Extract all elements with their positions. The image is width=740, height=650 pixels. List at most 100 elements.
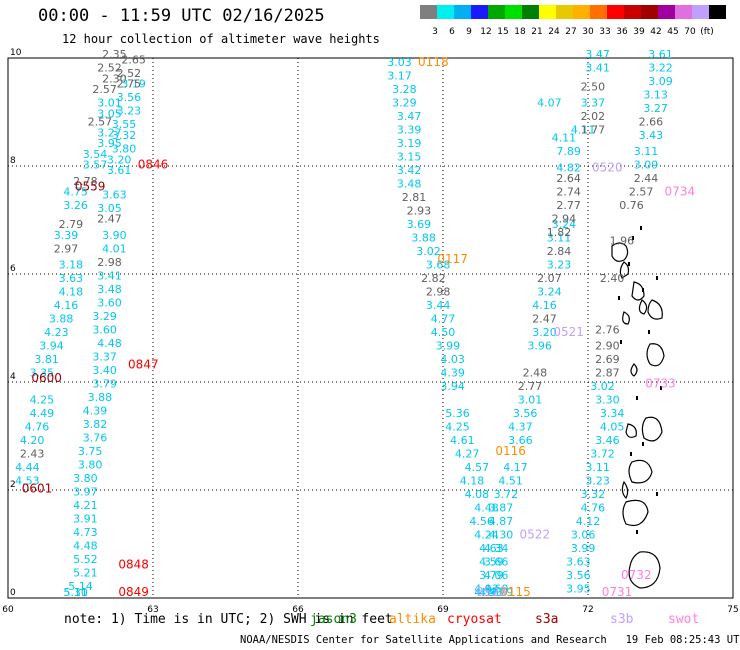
wave-height-label: 4.16 xyxy=(54,299,79,312)
coastline xyxy=(646,343,665,367)
wave-height-label: 3.56 xyxy=(513,407,538,420)
scale-swatch xyxy=(641,5,658,19)
wave-height-label: 4.61 xyxy=(450,434,475,447)
wave-height-label: 3.66 xyxy=(484,556,509,569)
coastline xyxy=(638,299,648,315)
wave-height-label: 4.05 xyxy=(600,421,625,434)
wave-height-label: 3.39 xyxy=(397,124,422,137)
wave-height-label: 3.47 xyxy=(397,110,422,123)
wave-height-label: 3.95 xyxy=(566,583,591,596)
wave-height-label: 3.63 xyxy=(59,272,84,285)
coastline xyxy=(621,480,629,500)
wave-height-label: 3.66 xyxy=(508,434,533,447)
scale-swatch xyxy=(573,5,590,19)
wave-height-label: 5.36 xyxy=(445,407,470,420)
wave-height-label: 3.39 xyxy=(54,229,79,242)
wave-height-label: 3.61 xyxy=(107,164,132,177)
wave-height-label: 2.48 xyxy=(523,367,548,380)
wave-height-label: 3.40 xyxy=(92,364,117,377)
pass-time-label: 0117 xyxy=(437,252,468,266)
wave-height-label: 5.14 xyxy=(68,580,93,593)
wave-height-label: 2.74 xyxy=(556,186,581,199)
wave-height-label: 4.48 xyxy=(97,337,122,350)
pass-time-label: 0600 xyxy=(31,371,62,385)
scale-label: 3 xyxy=(432,27,438,37)
pass-time-label: 0521 xyxy=(553,325,584,339)
wave-height-label: 3.24 xyxy=(552,218,577,231)
wave-height-label: 3.02 xyxy=(590,380,615,393)
wave-height-label: 4.48 xyxy=(73,539,98,552)
wave-height-label: 3.96 xyxy=(527,340,552,353)
wave-height-label: 3.63 xyxy=(102,188,127,201)
wave-height-label: 5.52 xyxy=(73,553,98,566)
wave-height-label: 3.79 xyxy=(479,569,504,582)
wave-height-label: 2.02 xyxy=(581,110,606,123)
wave-height-label: 4.12 xyxy=(576,515,601,528)
coastline xyxy=(636,396,638,400)
wave-height-label: 2.57 xyxy=(92,83,117,96)
wave-height-label: 4.91 xyxy=(479,586,504,599)
scale-swatch xyxy=(471,5,488,19)
wave-height-label: 3.03 xyxy=(387,56,412,69)
wave-height-label: 2.90 xyxy=(595,340,620,353)
scale-swatch xyxy=(590,5,607,19)
wave-height-label: 3.28 xyxy=(392,83,417,96)
scale-swatch xyxy=(556,5,573,19)
scale-swatch xyxy=(505,5,522,19)
wave-height-label: 3.27 xyxy=(97,126,122,139)
wave-height-label: 3.23 xyxy=(117,105,142,118)
scale-label: 6 xyxy=(449,27,455,37)
wave-height-label: 3.68 xyxy=(426,259,451,272)
wave-height-label: 4.76 xyxy=(25,421,50,434)
wave-height-label: 4.11 xyxy=(571,124,596,137)
wave-height-label: 5.10 xyxy=(63,586,88,599)
coastline xyxy=(611,242,629,262)
scale-swatch xyxy=(709,5,726,19)
wave-height-label: 3.88 xyxy=(49,313,74,326)
coastline xyxy=(632,236,634,240)
chart-subtitle: 12 hour collection of altimeter wave hei… xyxy=(62,32,380,46)
y-tick-label: 8 xyxy=(10,156,16,166)
satellite-legend-s3a: s3a xyxy=(535,612,559,627)
wave-height-label: 3.80 xyxy=(73,472,98,485)
wave-height-label: 3.60 xyxy=(92,323,117,336)
wave-height-label: 2.35 xyxy=(102,48,127,61)
wave-height-label: 3.88 xyxy=(411,232,436,245)
wave-height-label: 2.57 xyxy=(88,116,113,129)
wave-height-label: 2.79 xyxy=(59,218,84,231)
wave-height-label: 3.05 xyxy=(97,202,122,215)
coastline xyxy=(656,276,658,280)
wave-height-label: 2.47 xyxy=(532,313,557,326)
wave-height-label: 4.34 xyxy=(484,542,509,555)
wave-height-label: 4.27 xyxy=(455,448,480,461)
wave-height-label: 3.55 xyxy=(112,118,137,131)
wave-height-label: 4.01 xyxy=(102,242,127,255)
plot-frame xyxy=(7,57,734,599)
coastline xyxy=(641,416,663,442)
scale-swatch xyxy=(607,5,624,19)
scale-label: 33 xyxy=(599,27,610,37)
wave-height-label: 3.99 xyxy=(571,542,596,555)
wave-height-label: 3.48 xyxy=(97,283,122,296)
wave-height-label: 3.19 xyxy=(397,137,422,150)
wave-height-label: 3.20 xyxy=(107,153,132,166)
wave-height-label: 3.44 xyxy=(426,299,451,312)
wave-height-label: 3.24 xyxy=(537,286,562,299)
wave-height-label: 4.03 xyxy=(440,353,465,366)
wave-height-label: 4.57 xyxy=(465,461,490,474)
scale-label: 9 xyxy=(466,27,472,37)
coastline xyxy=(647,299,663,320)
scale-label: 15 xyxy=(497,27,508,37)
wave-height-label: 3.06 xyxy=(571,529,596,542)
wave-height-label: 2.52 xyxy=(97,62,122,75)
wave-height-label: 3.79 xyxy=(92,377,117,390)
coastline xyxy=(618,296,620,300)
wave-height-label: 3.37 xyxy=(581,97,606,110)
wave-height-label: 3.80 xyxy=(112,143,137,156)
wave-height-label: 3.19 xyxy=(121,78,146,91)
wave-height-label: 4.77 xyxy=(431,313,456,326)
wave-height-label: 4.39 xyxy=(83,404,108,417)
scale-swatch xyxy=(522,5,539,19)
satellite-legend-jason3: jason3 xyxy=(310,612,357,627)
wave-height-label: 4.17 xyxy=(503,461,528,474)
